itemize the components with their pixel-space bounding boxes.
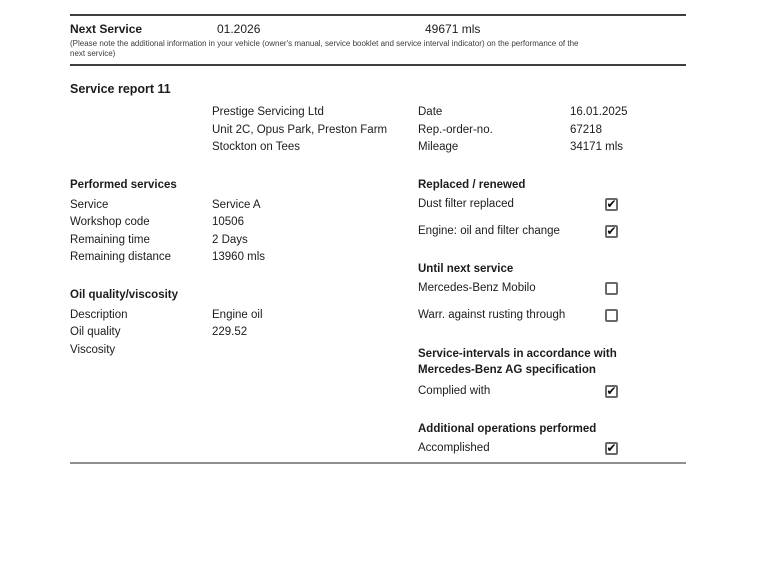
- service-row: Service Service A: [70, 197, 418, 215]
- mileage-label: Mileage: [418, 141, 459, 153]
- report-body-columns: Performed services Service Service A Wor…: [70, 178, 686, 467]
- workshop-code-value: 10506: [212, 216, 244, 228]
- rust-warranty-label: Warr. against rusting through: [418, 308, 566, 321]
- order-no-value: 67218: [570, 123, 602, 136]
- oil-description-row: Description Engine oil: [70, 307, 418, 325]
- service-value: Service A: [212, 198, 261, 211]
- service-report-page: Next Service 01.2026 49671 mls (Please n…: [70, 14, 686, 467]
- remaining-time-value: 2 Days: [212, 233, 248, 246]
- dust-filter-row: Dust filter replaced ✔: [418, 196, 618, 213]
- note-line-2: next service): [70, 48, 116, 58]
- remaining-distance-value: 13960 mls: [212, 251, 266, 263]
- left-column: Performed services Service Service A Wor…: [70, 178, 418, 467]
- oil-description-label: Description: [70, 308, 128, 321]
- until-next-service-title: Until next service: [418, 262, 514, 275]
- right-column: Replaced / renewed Dust filter replaced …: [418, 178, 686, 467]
- next-service-date: 01.2026: [217, 22, 261, 36]
- viscosity-label: Viscosity: [70, 343, 116, 356]
- top-rule: [70, 14, 686, 16]
- remaining-time-row: Remaining time 2 Days: [70, 232, 418, 250]
- info-spacer: [70, 104, 212, 157]
- order-no-label: Rep.-order-no.: [418, 123, 493, 136]
- additional-operations-section: Additional operations performed Accompli…: [418, 422, 686, 457]
- until-next-service-section: Until next service Mercedes-Benz Mobilo …: [418, 262, 686, 324]
- oil-quality-label: Oil quality: [70, 326, 121, 338]
- oil-quality-section: Oil quality/viscosity Description Engine…: [70, 288, 418, 360]
- service-intervals-title: Service-intervals in accordance with Mer…: [418, 347, 617, 377]
- mobilo-checkbox: [605, 281, 618, 295]
- service-label: Service: [70, 198, 109, 211]
- report-meta: Date 16.01.2025 Rep.-order-no. 67218 Mil…: [418, 104, 686, 157]
- remaining-distance-row: Remaining distance 13960 mls: [70, 249, 418, 267]
- complied-with-row: Complied with ✔: [418, 383, 618, 400]
- header-bottom-rule: [70, 64, 686, 66]
- performed-services-section: Performed services Service Service A Wor…: [70, 178, 418, 267]
- mobilo-label: Mercedes-Benz Mobilo: [418, 281, 536, 294]
- report-info-block: Prestige Servicing Ltd Unit 2C, Opus Par…: [70, 104, 686, 157]
- dust-filter-label: Dust filter replaced: [418, 197, 514, 210]
- dust-filter-checkbox: ✔: [605, 197, 618, 211]
- complied-with-checkbox: ✔: [605, 384, 618, 398]
- rust-warranty-checkbox: [605, 308, 618, 322]
- viscosity-row: Viscosity: [70, 342, 418, 360]
- workshop-name: Prestige Servicing Ltd: [212, 106, 324, 118]
- accomplished-checkbox: ✔: [605, 441, 618, 455]
- oil-quality-value: 229.52: [212, 326, 248, 338]
- remaining-time-label: Remaining time: [70, 233, 150, 246]
- meta-row-mileage: Mileage 34171 mls: [418, 139, 686, 157]
- bottom-rule: [70, 462, 686, 464]
- service-intervals-section: Service-intervals in accordance with Mer…: [418, 346, 686, 400]
- oil-quality-title: Oil quality/viscosity: [70, 288, 179, 301]
- date-label: Date: [418, 106, 443, 118]
- next-service-note: (Please note the additional information …: [70, 39, 686, 58]
- oil-quality-row: Oil quality 229.52: [70, 324, 418, 342]
- date-value: 16.01.2025: [570, 106, 628, 118]
- meta-row-date: Date 16.01.2025: [418, 104, 686, 122]
- accomplished-row: Accomplished ✔: [418, 440, 618, 457]
- oil-description-value: Engine oil: [212, 308, 263, 321]
- report-title: Service report 11: [70, 82, 171, 96]
- performed-services-title: Performed services: [70, 178, 177, 191]
- next-service-label: Next Service: [70, 22, 143, 36]
- note-line-1: (Please note the additional information …: [70, 39, 579, 48]
- complied-with-label: Complied with: [418, 384, 491, 397]
- engine-oil-filter-row: Engine: oil and filter change ✔: [418, 223, 618, 240]
- next-service-row: Next Service 01.2026 49671 mls: [70, 22, 686, 36]
- additional-operations-title: Additional operations performed: [418, 422, 597, 435]
- replaced-renewed-section: Replaced / renewed Dust filter replaced …: [418, 178, 686, 240]
- workshop-address: Prestige Servicing Ltd Unit 2C, Opus Par…: [212, 104, 418, 157]
- rust-warranty-row: Warr. against rusting through: [418, 307, 618, 324]
- mobilo-row: Mercedes-Benz Mobilo: [418, 280, 618, 297]
- workshop-code-label: Workshop code: [70, 216, 150, 228]
- remaining-distance-label: Remaining distance: [70, 251, 172, 263]
- replaced-renewed-title: Replaced / renewed: [418, 178, 526, 191]
- meta-row-order-no: Rep.-order-no. 67218: [418, 122, 686, 140]
- engine-oil-filter-checkbox: ✔: [605, 224, 618, 238]
- workshop-address-line2: Stockton on Tees: [212, 141, 301, 153]
- mileage-value: 34171 mls: [570, 141, 624, 153]
- engine-oil-filter-label: Engine: oil and filter change: [418, 224, 560, 237]
- next-service-mileage: 49671 mls: [425, 22, 481, 36]
- workshop-code-row: Workshop code 10506: [70, 214, 418, 232]
- accomplished-label: Accomplished: [418, 441, 490, 454]
- workshop-address-line1: Unit 2C, Opus Park, Preston Farm: [212, 123, 388, 136]
